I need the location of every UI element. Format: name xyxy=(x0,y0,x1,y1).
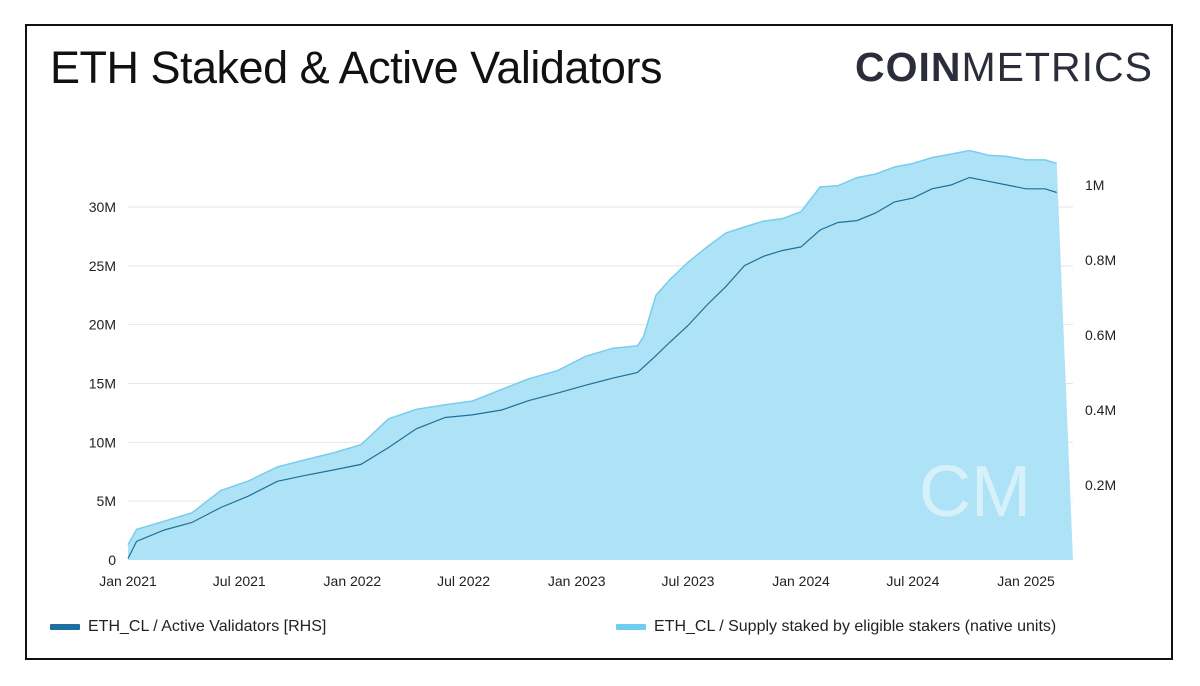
x-tick-label: Jan 2025 xyxy=(997,573,1055,589)
legend-item-active-validators: ETH_CL / Active Validators [RHS] xyxy=(50,618,326,636)
legend-label-supply-staked: ETH_CL / Supply staked by eligible stake… xyxy=(654,618,1057,635)
x-tick-label: Jan 2021 xyxy=(99,573,157,589)
chart-title: ETH Staked & Active Validators xyxy=(50,42,662,93)
active-validators-line xyxy=(127,176,1057,559)
right-y-tick-label: 1M xyxy=(1085,177,1104,193)
coinmetrics-logo: COINMETRICS xyxy=(855,44,1153,91)
logo-text-light: METRICS xyxy=(961,44,1153,90)
x-tick-label: Jul 2024 xyxy=(886,573,939,589)
x-tick-label: Jul 2023 xyxy=(661,573,714,589)
left-y-tick-label: 0 xyxy=(108,552,116,568)
left-y-tick-label: 25M xyxy=(89,258,116,274)
x-axis-ticks: Jan 2021 Jul 2021 Jan 2022 Jul 2022 Jan 2023… xyxy=(99,573,1055,589)
legend-item-supply-staked: ETH_CL / Supply staked by eligible stake… xyxy=(616,618,1056,636)
left-y-tick-label: 15M xyxy=(89,376,116,392)
right-y-tick-label: 0.8M xyxy=(1085,252,1116,268)
x-tick-label: Jan 2022 xyxy=(324,573,382,589)
left-y-tick-label: 30M xyxy=(89,199,116,215)
right-y-axis-ticks: 0.2M 0.4M 0.6M 0.8M 1M xyxy=(1085,177,1116,493)
right-y-tick-label: 0.2M xyxy=(1085,477,1116,493)
legend-swatch-line xyxy=(50,624,80,630)
legend-swatch-area xyxy=(616,624,646,630)
left-y-tick-label: 10M xyxy=(89,434,116,450)
left-y-axis-ticks: 0 5M 10M 15M 20M 25M 30M xyxy=(89,199,116,568)
left-y-tick-label: 5M xyxy=(97,493,116,509)
cm-watermark: CM xyxy=(919,452,1031,532)
x-tick-label: Jan 2024 xyxy=(772,573,830,589)
right-y-tick-label: 0.4M xyxy=(1085,402,1116,418)
x-tick-label: Jul 2022 xyxy=(437,573,490,589)
x-tick-label: Jan 2023 xyxy=(548,573,606,589)
x-tick-label: Jul 2021 xyxy=(213,573,266,589)
right-y-tick-label: 0.6M xyxy=(1085,327,1116,343)
supply-staked-area xyxy=(128,150,1073,560)
left-y-tick-label: 20M xyxy=(89,317,116,333)
supply-staked-area-edge xyxy=(127,149,1057,546)
legend-label-active-validators: ETH_CL / Active Validators [RHS] xyxy=(88,618,327,635)
logo-text-bold: COIN xyxy=(855,44,962,90)
